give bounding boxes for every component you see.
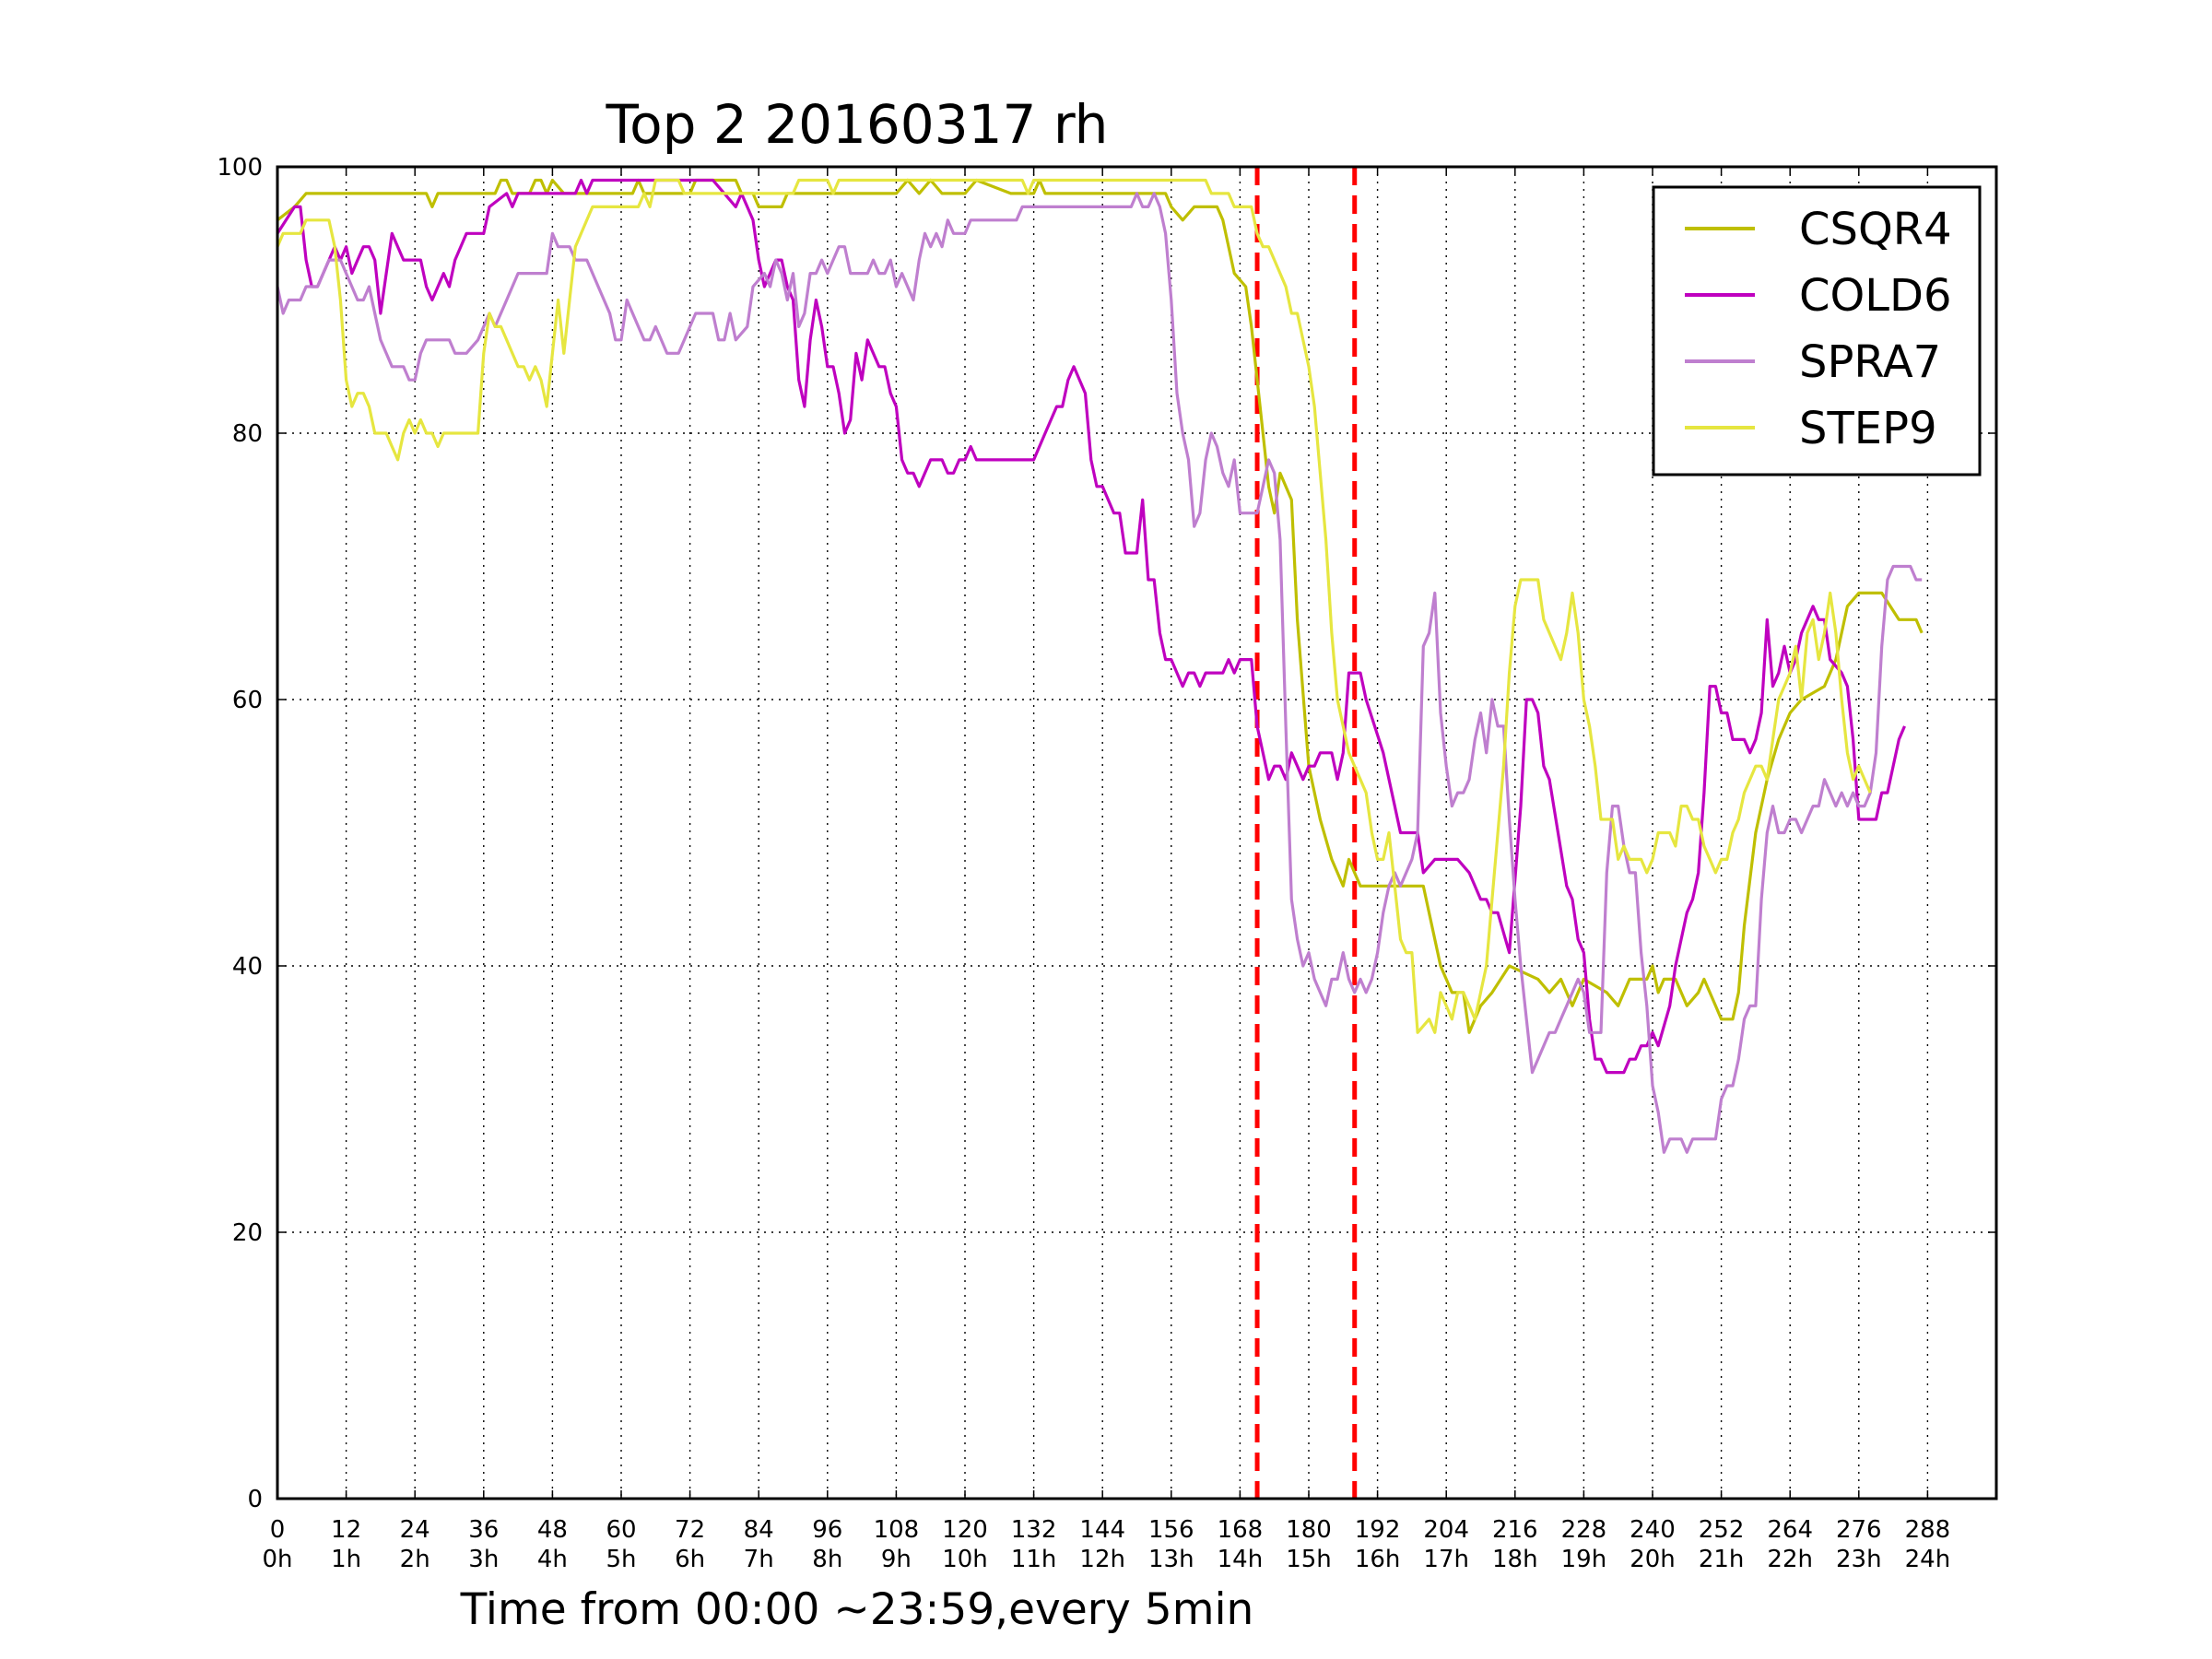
x-tick-label: 252 bbox=[1699, 1516, 1745, 1544]
x-tick-label: 36 bbox=[468, 1516, 499, 1544]
x-tick-sublabel: 14h bbox=[1218, 1546, 1264, 1573]
series-line-step9 bbox=[276, 178, 1872, 1034]
series-line-spra7 bbox=[276, 192, 1923, 1154]
x-tick-sublabel: 23h bbox=[1836, 1546, 1882, 1573]
x-tick-sublabel: 1h bbox=[331, 1546, 361, 1573]
chart-title: Top 2 20160317 rh bbox=[606, 93, 1109, 156]
plot-frame bbox=[276, 165, 1998, 1500]
x-tick-label: 120 bbox=[942, 1516, 988, 1544]
legend-label-cold6: COLD6 bbox=[1799, 270, 1952, 322]
series-line-csqr4 bbox=[276, 178, 1924, 1034]
x-tick-label: 24 bbox=[400, 1516, 430, 1544]
x-tick-label: 264 bbox=[1767, 1516, 1813, 1544]
x-tick-label: 12 bbox=[331, 1516, 361, 1544]
x-tick-label: 288 bbox=[1905, 1516, 1951, 1544]
x-tick-label: 0 bbox=[270, 1516, 286, 1544]
x-tick-label: 96 bbox=[812, 1516, 842, 1544]
x-tick-sublabel: 12h bbox=[1079, 1546, 1125, 1573]
x-tick-sublabel: 17h bbox=[1423, 1546, 1469, 1573]
x-tick-sublabel: 0h bbox=[262, 1546, 292, 1573]
x-tick-sublabel: 13h bbox=[1148, 1546, 1194, 1573]
x-tick-label: 192 bbox=[1355, 1516, 1401, 1544]
x-tick-sublabel: 16h bbox=[1355, 1546, 1401, 1573]
x-tick-sublabel: 22h bbox=[1767, 1546, 1813, 1573]
x-tick-label: 168 bbox=[1218, 1516, 1264, 1544]
x-tick-sublabel: 18h bbox=[1492, 1546, 1538, 1573]
x-tick-sublabel: 2h bbox=[400, 1546, 430, 1573]
axis-ticks: 00h121h242h363h484h605h726h847h968h1089h… bbox=[217, 154, 1996, 1573]
x-tick-label: 132 bbox=[1011, 1516, 1057, 1544]
series-line-cold6 bbox=[276, 178, 1906, 1075]
x-tick-sublabel: 10h bbox=[942, 1546, 988, 1573]
x-tick-sublabel: 3h bbox=[468, 1546, 499, 1573]
x-tick-label: 276 bbox=[1836, 1516, 1882, 1544]
legend: CSQR4 COLD6 SPRA7 STEP9 bbox=[1652, 185, 1982, 477]
x-tick-label: 204 bbox=[1423, 1516, 1469, 1544]
x-tick-sublabel: 19h bbox=[1561, 1546, 1607, 1573]
y-tick-label: 20 bbox=[232, 1219, 263, 1247]
legend-label-step9: STEP9 bbox=[1799, 403, 1937, 454]
x-tick-label: 228 bbox=[1561, 1516, 1607, 1544]
y-tick-label: 100 bbox=[217, 154, 263, 182]
x-axis-label: Time from 00:00 ~23:59,every 5min bbox=[460, 1584, 1254, 1635]
x-tick-sublabel: 4h bbox=[537, 1546, 568, 1573]
x-tick-label: 84 bbox=[744, 1516, 774, 1544]
x-tick-label: 180 bbox=[1286, 1516, 1332, 1544]
legend-label-spra7: SPRA7 bbox=[1799, 336, 1941, 388]
x-tick-label: 216 bbox=[1492, 1516, 1538, 1544]
x-tick-sublabel: 11h bbox=[1011, 1546, 1057, 1573]
x-tick-sublabel: 9h bbox=[881, 1546, 912, 1573]
x-tick-label: 108 bbox=[874, 1516, 920, 1544]
y-tick-label: 80 bbox=[232, 420, 263, 448]
x-tick-label: 60 bbox=[606, 1516, 636, 1544]
series-lines bbox=[276, 178, 1924, 1154]
x-tick-sublabel: 20h bbox=[1630, 1546, 1676, 1573]
x-tick-label: 72 bbox=[675, 1516, 705, 1544]
y-tick-label: 40 bbox=[232, 953, 263, 981]
x-tick-label: 48 bbox=[537, 1516, 568, 1544]
x-tick-sublabel: 21h bbox=[1699, 1546, 1745, 1573]
legend-label-csqr4: CSQR4 bbox=[1799, 204, 1952, 255]
y-tick-label: 0 bbox=[247, 1486, 263, 1513]
y-tick-label: 60 bbox=[232, 687, 263, 714]
event-marker-lines bbox=[1254, 167, 1358, 1499]
x-tick-sublabel: 8h bbox=[812, 1546, 842, 1573]
x-tick-label: 240 bbox=[1630, 1516, 1676, 1544]
x-tick-sublabel: 24h bbox=[1905, 1546, 1951, 1573]
x-tick-label: 156 bbox=[1148, 1516, 1194, 1544]
x-tick-label: 144 bbox=[1079, 1516, 1125, 1544]
x-tick-sublabel: 15h bbox=[1286, 1546, 1332, 1573]
x-tick-sublabel: 6h bbox=[675, 1546, 705, 1573]
x-tick-sublabel: 5h bbox=[606, 1546, 636, 1573]
x-tick-sublabel: 7h bbox=[744, 1546, 774, 1573]
